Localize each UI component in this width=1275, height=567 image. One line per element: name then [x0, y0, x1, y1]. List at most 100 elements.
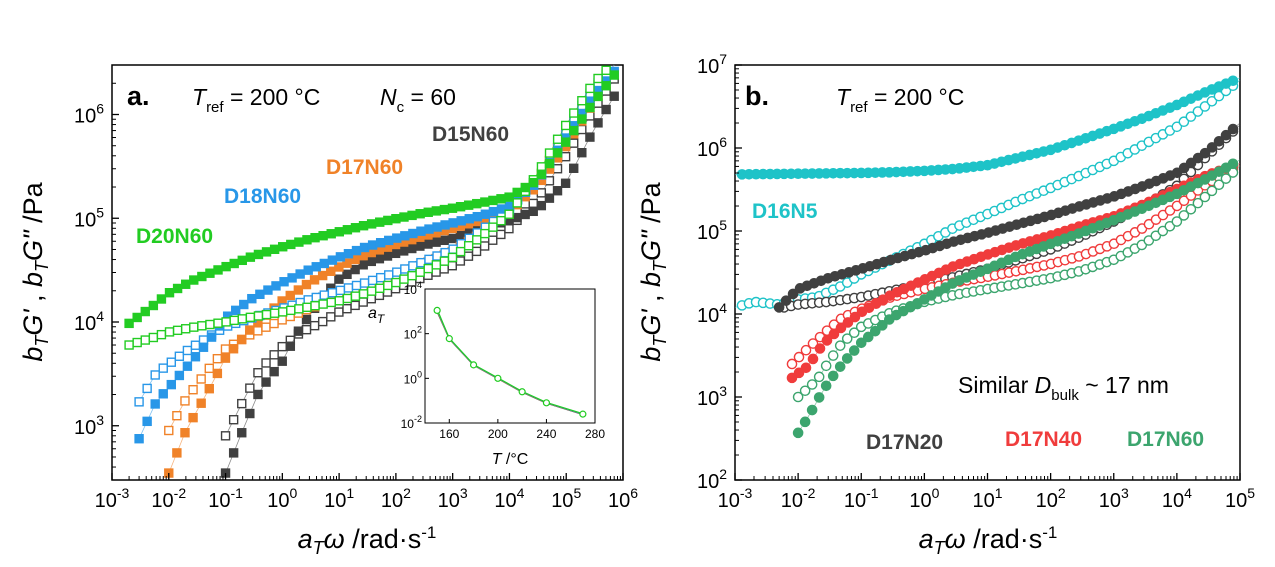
data-point: [311, 262, 321, 272]
data-point: [1199, 101, 1211, 112]
data-point: [190, 352, 201, 362]
data-point: [841, 353, 853, 364]
data-point: [813, 392, 825, 403]
data-point: [544, 158, 555, 169]
data-point: [220, 353, 231, 363]
data-point: [447, 261, 457, 271]
x-tick-label: 101: [972, 485, 1002, 512]
data-point: [132, 337, 142, 348]
data-point: [182, 361, 193, 371]
data-point: [773, 302, 785, 313]
data-point: [293, 326, 304, 336]
data-point: [392, 233, 402, 243]
data-point: [375, 272, 386, 283]
data-point: [303, 265, 313, 275]
inset-y-tick-label: 102: [404, 325, 422, 342]
data-point: [496, 194, 506, 204]
data-point: [350, 300, 360, 311]
data-point: [172, 325, 183, 336]
x-tick-label: 102: [381, 485, 411, 512]
data-point: [439, 256, 450, 266]
data-point: [849, 311, 861, 323]
data-point: [496, 204, 507, 214]
data-point: [277, 341, 287, 352]
data-point: [1185, 111, 1197, 122]
data-point: [1227, 158, 1239, 170]
data-point: [156, 294, 167, 304]
data-point: [220, 344, 231, 354]
data-point: [793, 367, 805, 379]
data-point: [834, 361, 846, 372]
panel-b-y-ticks: 102 103 104 105 106 107: [697, 51, 742, 493]
data-point: [391, 214, 401, 224]
data-point: [842, 317, 854, 328]
y-tick-label: 104: [697, 300, 727, 327]
series-d17n20-storage: [773, 122, 1241, 313]
data-point: [359, 278, 370, 288]
label-d17n20: D17N20: [866, 431, 943, 454]
inset-x-tick-label: 280: [585, 427, 605, 441]
data-point: [1171, 167, 1183, 179]
data-point: [182, 345, 193, 356]
data-point: [1199, 191, 1211, 203]
inset-aT-point: [469, 361, 478, 369]
data-point: [407, 210, 417, 221]
x-tick-label: 103: [438, 485, 468, 512]
data-point: [447, 203, 458, 213]
data-point: [463, 251, 474, 261]
data-point: [286, 239, 296, 250]
data-point: [488, 235, 498, 245]
data-point: [342, 225, 353, 235]
data-point: [229, 258, 239, 269]
data-point: [294, 304, 304, 314]
panel-b-y-axis-title: bTG' , bTG" /Pa: [636, 181, 670, 361]
inset-y-axis-title: aT: [368, 305, 386, 326]
data-point: [375, 283, 385, 293]
data-point: [261, 358, 271, 368]
data-point: [150, 370, 160, 380]
data-point: [569, 138, 579, 148]
data-point: [237, 398, 247, 409]
data-point: [1206, 142, 1218, 153]
data-point: [391, 277, 401, 288]
data-point: [279, 277, 289, 287]
data-point: [480, 228, 490, 239]
data-point: [206, 332, 217, 342]
data-point: [189, 275, 199, 285]
data-point: [269, 366, 279, 377]
data-point: [814, 343, 826, 354]
panel-b-tref-annotation: Tref = 200 °C: [836, 84, 964, 116]
data-point: [876, 320, 888, 331]
data-point: [472, 211, 483, 222]
data-point: [286, 305, 296, 316]
data-point: [166, 357, 177, 367]
data-point: [228, 344, 239, 354]
data-point: [247, 293, 257, 304]
data-point: [512, 212, 522, 223]
data-point: [1178, 210, 1190, 221]
data-point: [148, 332, 159, 343]
panel-a-y-ticks: 103 104 105 106: [74, 64, 119, 481]
data-point: [342, 269, 352, 280]
data-point: [180, 279, 191, 289]
data-point: [213, 318, 223, 328]
data-point: [577, 124, 587, 135]
data-point: [869, 325, 881, 337]
data-point: [585, 83, 595, 94]
data-point: [301, 324, 312, 335]
data-point: [1157, 225, 1169, 237]
data-point: [237, 255, 247, 266]
data-point: [383, 215, 393, 226]
data-point: [166, 379, 177, 390]
data-point: [132, 312, 142, 323]
data-point: [390, 248, 401, 259]
data-point: [205, 319, 215, 330]
x-tick-label: 104: [1162, 485, 1192, 512]
data-point: [375, 238, 386, 248]
data-point: [253, 311, 264, 321]
data-point: [398, 246, 409, 256]
data-point: [375, 217, 385, 227]
data-point: [174, 370, 185, 381]
label-d17n60: D17N60: [326, 156, 403, 179]
x-tick-label: 100: [267, 485, 297, 512]
